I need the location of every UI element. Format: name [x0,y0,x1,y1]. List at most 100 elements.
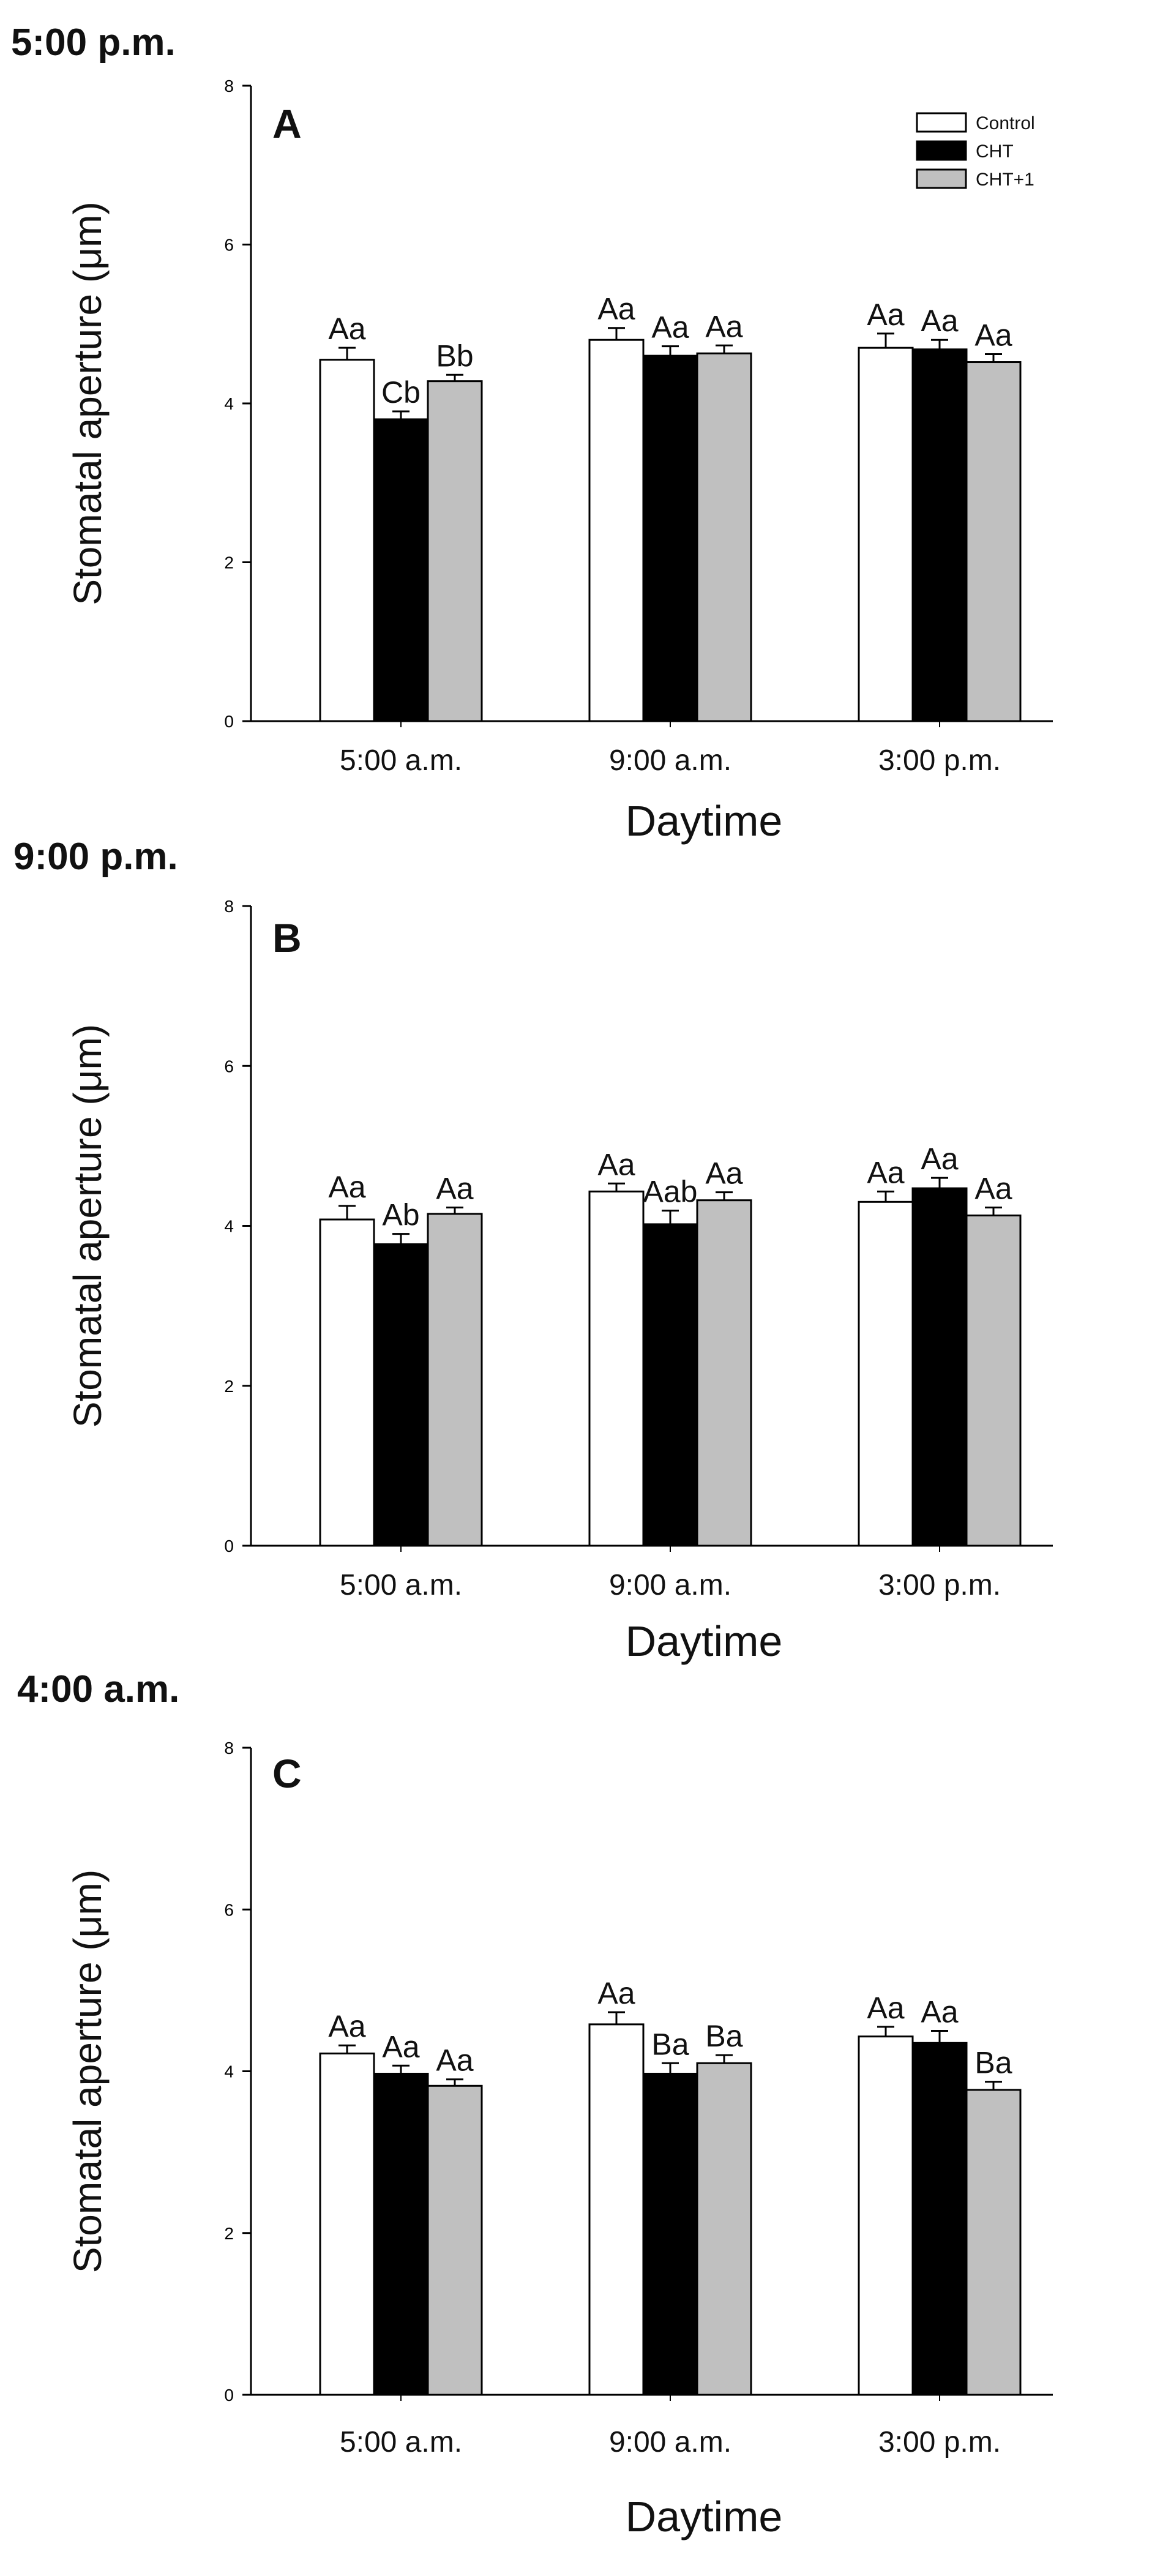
bar-cht-1 [427,2084,483,2396]
x-tick-label: 9:00 a.m. [609,1569,731,1601]
y-axis-label: Stomatal aperture (μm) [65,1024,110,1428]
x-axis-label: Daytime [626,2493,783,2540]
significance-label: Aa [974,318,1012,353]
bar-control [858,346,914,722]
bar-cht-1 [696,1199,752,1547]
legend-label: Control [976,113,1035,133]
significance-label: Aab [643,1175,698,1209]
y-tick-label: 4 [224,1217,234,1236]
x-tick-label: 5:00 a.m. [340,1569,462,1601]
bar-cht [373,418,429,722]
significance-label: Aa [382,2029,419,2064]
bar-control [319,1218,375,1547]
significance-label: Aa [436,2043,473,2078]
significance-label: Aa [328,312,365,346]
significance-label: Aa [921,1994,958,2029]
bar-cht [642,2072,698,2396]
bar-cht-1 [427,1213,483,1547]
bar-cht-1 [696,352,752,722]
y-tick-label: 0 [224,712,234,731]
y-axis-label: Stomatal aperture (μm) [65,1870,110,2273]
significance-label: Aa [597,1976,635,2010]
x-tick-label: 9:00 a.m. [609,2426,731,2458]
y-tick-label: 8 [224,1739,234,1758]
panel-letter: B [272,915,302,960]
y-tick-label: 4 [224,394,234,413]
y-tick-label: 2 [224,2224,234,2243]
significance-label: Aa [921,304,958,338]
bar-cht-1 [965,2089,1022,2396]
bar-control [588,2023,645,2396]
y-axis-label: Stomatal aperture (μm) [65,201,110,605]
bar-control [588,339,645,722]
bar-control [588,1190,645,1547]
y-tick-label: 8 [224,77,234,95]
panel-time-label: 4:00 a.m. [17,1668,179,1710]
significance-label: Ab [382,1198,419,1232]
significance-label: Ba [651,2027,689,2061]
significance-label: Aa [328,2009,365,2043]
y-tick-label: 2 [224,553,234,572]
significance-label: Aa [705,309,742,343]
chart-panel-c: 4:00 a.m. C 0 2 4 6 8 Stomatal aperture (μm) 5:0… [17,1668,1053,2540]
bar-control [858,2035,914,2396]
significance-label: Aa [867,1155,904,1189]
significance-label: Aa [867,298,904,332]
legend-label: CHT+1 [976,170,1034,190]
y-tick-label: 0 [224,2386,234,2405]
bar-cht-1 [696,2062,752,2396]
significance-label: Aa [921,1142,958,1176]
panel-letter: C [272,1751,302,1796]
bar-cht [911,348,968,722]
bar-control [319,359,375,722]
bar-cht [911,1187,968,1547]
bar-cht [373,2072,429,2396]
legend-swatch [916,168,967,189]
y-tick-label: 2 [224,1377,234,1396]
bar-cht-1 [965,361,1022,722]
bar-cht-1 [427,380,483,722]
significance-label: Aa [974,1171,1012,1205]
significance-label: Aa [597,1147,635,1181]
bar-cht-1 [965,1215,1022,1547]
legend-swatch [916,112,967,133]
x-tick-label: 5:00 a.m. [340,2426,462,2458]
bar-cht [642,1223,698,1547]
x-tick-label: 9:00 a.m. [609,744,731,777]
bar-cht [911,2042,968,2396]
legend-swatch [916,140,967,161]
bar-cht [642,354,698,722]
chart-panel-a: 5:00 p.m. A 0 2 4 6 8 Stomatal aperture (μm) 5:0… [11,21,1053,845]
bar-control [319,2052,375,2396]
significance-label: Ba [974,2046,1012,2080]
significance-label: Aa [651,310,689,345]
significance-label: Aa [328,1170,365,1204]
y-tick-label: 6 [224,1900,234,1919]
y-tick-label: 0 [224,1537,234,1556]
x-axis-label: Daytime [626,797,783,845]
y-tick-label: 6 [224,1057,234,1076]
significance-label: Aa [705,1156,742,1191]
significance-label: Aa [867,1991,904,2025]
chart-panel-b: 9:00 p.m. B 0 2 4 6 8 Stomatal aperture (μm) 5:0… [13,836,1053,1665]
significance-label: Aa [436,1171,473,1205]
x-tick-label: 5:00 a.m. [340,744,462,777]
x-tick-label: 3:00 p.m. [878,2426,1001,2458]
y-tick-label: 4 [224,2062,234,2081]
significance-label: Cb [381,375,421,410]
significance-label: Ba [705,2019,742,2053]
bar-cht [373,1243,429,1547]
x-tick-label: 3:00 p.m. [878,744,1001,777]
panel-letter: A [272,101,302,146]
legend-label: CHT [976,141,1014,162]
panel-time-label: 5:00 p.m. [11,21,176,64]
significance-label: Bb [436,339,473,373]
panel-time-label: 9:00 p.m. [13,836,178,878]
y-tick-label: 6 [224,236,234,255]
x-axis-label: Daytime [626,1617,783,1665]
bar-control [858,1200,914,1547]
y-tick-label: 8 [224,897,234,916]
x-tick-label: 3:00 p.m. [878,1569,1001,1601]
significance-label: Aa [597,292,635,326]
